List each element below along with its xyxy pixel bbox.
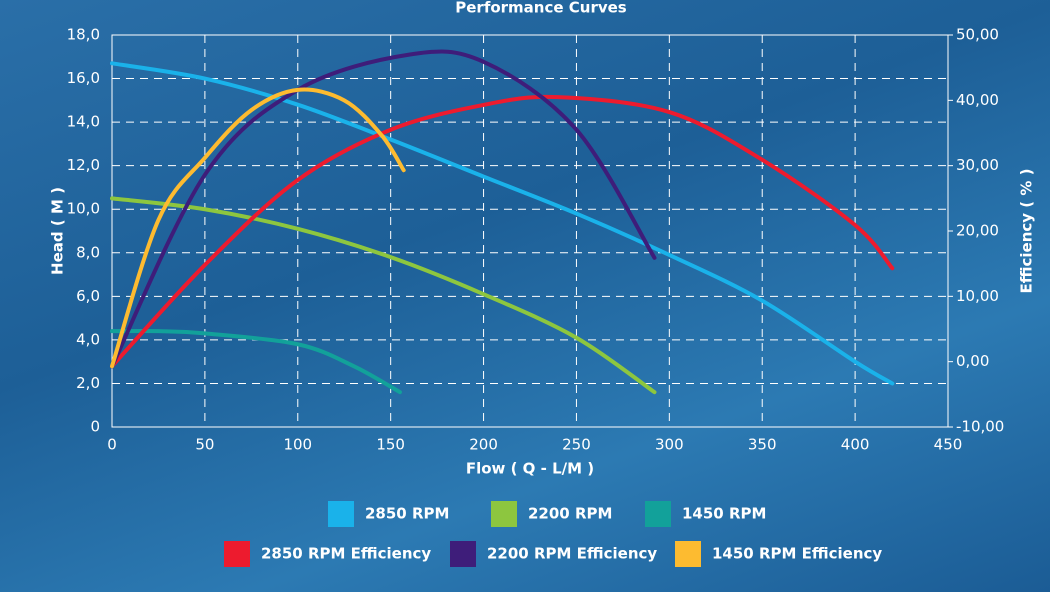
y2-tick-label: 20,00 xyxy=(956,222,999,240)
legend-swatch xyxy=(450,541,476,567)
x-tick-label: 0 xyxy=(107,436,117,454)
legend-label: 1450 RPM xyxy=(682,505,766,523)
y-tick-label: 18,0 xyxy=(67,26,100,44)
legend-label: 2200 RPM xyxy=(528,505,612,523)
y2-tick-label: 30,00 xyxy=(956,156,999,174)
x-tick-label: 100 xyxy=(283,436,312,454)
x-tick-label: 350 xyxy=(748,436,777,454)
y-tick-label: 6,0 xyxy=(76,287,100,305)
y2-tick-label: -10,00 xyxy=(956,418,1004,436)
y-tick-label: 2,0 xyxy=(76,374,100,392)
x-tick-label: 450 xyxy=(934,436,963,454)
y-axis-label: Head ( M ) xyxy=(49,187,67,275)
x-tick-label: 150 xyxy=(376,436,405,454)
legend-swatch xyxy=(328,501,354,527)
legend-label: 2850 RPM xyxy=(365,505,449,523)
y-tick-label: 0 xyxy=(90,418,100,436)
series-line xyxy=(110,196,657,395)
y-tick-label: 10,0 xyxy=(67,200,100,218)
x-tick-label: 50 xyxy=(195,436,214,454)
y-tick-label: 8,0 xyxy=(76,243,100,261)
legend-label: 2850 RPM Efficiency xyxy=(261,545,431,563)
legend-swatch xyxy=(645,501,671,527)
x-tick-label: 400 xyxy=(841,436,870,454)
y2-tick-label: 40,00 xyxy=(956,91,999,109)
legend-swatch xyxy=(491,501,517,527)
series-line xyxy=(110,49,657,369)
legend-label: 2200 RPM Efficiency xyxy=(487,545,657,563)
y2-tick-label: 10,00 xyxy=(956,287,999,305)
series-line xyxy=(110,94,895,369)
y-tick-label: 4,0 xyxy=(76,330,100,348)
series-line xyxy=(110,61,895,386)
legend-swatch xyxy=(675,541,701,567)
x-tick-label: 300 xyxy=(655,436,684,454)
chart-title: Performance Curves xyxy=(455,0,627,17)
y-tick-label: 12,0 xyxy=(67,156,100,174)
y2-tick-label: 50,00 xyxy=(956,26,999,44)
x-axis-label: Flow ( Q - L/M ) xyxy=(466,460,594,478)
x-tick-label: 200 xyxy=(469,436,498,454)
legend-label: 1450 RPM Efficiency xyxy=(712,545,882,563)
series-line xyxy=(110,329,402,395)
x-tick-label: 250 xyxy=(562,436,591,454)
y-tick-label: 14,0 xyxy=(67,113,100,131)
y-tick-label: 16,0 xyxy=(67,69,100,87)
series-line xyxy=(110,87,406,369)
legend-swatch xyxy=(224,541,250,567)
y2-tick-label: 0,00 xyxy=(956,352,989,370)
y2-axis-label: Efficiency ( % ) xyxy=(1018,169,1036,294)
